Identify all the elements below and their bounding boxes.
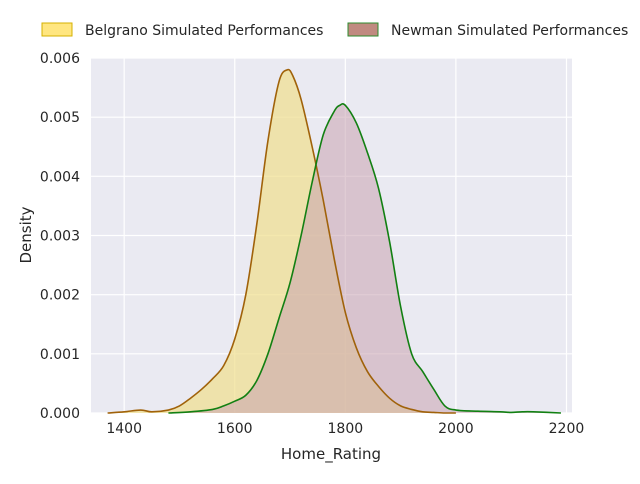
y-tick-label: 0.000 [40, 406, 80, 422]
x-tick-label: 1400 [106, 421, 142, 437]
y-tick-label: 0.001 [40, 347, 80, 363]
legend-swatch-belgrano [41, 22, 73, 37]
legend-swatch-newman [347, 22, 379, 37]
series-layer [107, 68, 561, 414]
y-tick-label: 0.004 [40, 169, 80, 185]
x-tick-label: 2000 [438, 421, 474, 437]
x-axis-label: Home_Rating [281, 445, 381, 464]
density-line-belgrano [107, 68, 456, 414]
density-line-newman [168, 102, 561, 414]
tick-layer: 1400 1600 1800 2000 2200 0.000 0.001 0.002 0.003… [40, 51, 584, 437]
y-tick-label: 0.005 [40, 110, 80, 126]
density-area-belgrano [107, 69, 456, 413]
legend: Belgrano Simulated Performances Newman S… [41, 22, 628, 39]
density-area-newman [168, 103, 561, 413]
y-tick-label: 0.003 [40, 229, 80, 245]
x-tick-label: 1800 [328, 421, 364, 437]
legend-label-newman: Newman Simulated Performances [391, 23, 628, 39]
y-tick-label: 0.006 [40, 51, 80, 67]
x-tick-label: 1600 [217, 421, 253, 437]
legend-label-belgrano: Belgrano Simulated Performances [85, 23, 323, 39]
y-tick-label: 0.002 [40, 288, 80, 304]
y-axis-label: Density [17, 206, 35, 263]
x-tick-label: 2200 [549, 421, 585, 437]
